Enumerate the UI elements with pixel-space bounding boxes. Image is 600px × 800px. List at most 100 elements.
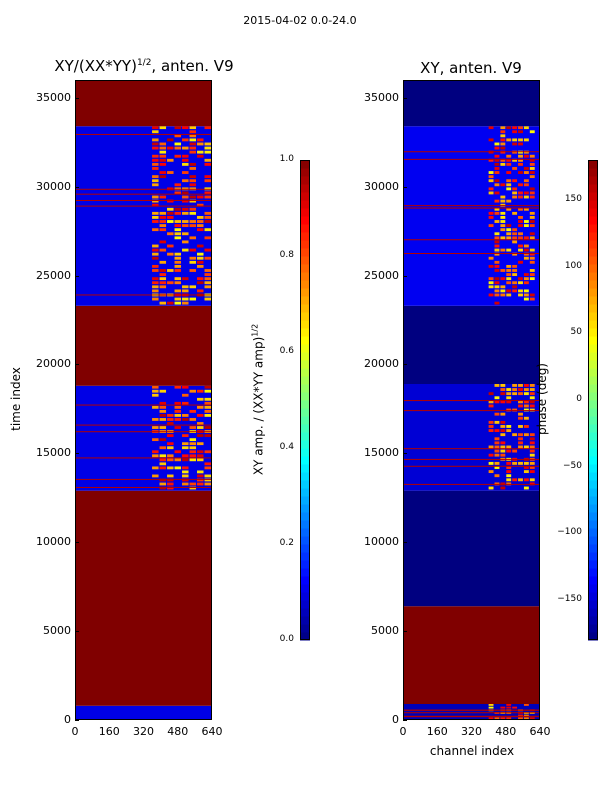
heatmap-cell [506, 408, 512, 412]
heatmap-cell [500, 445, 506, 449]
heatmap-cell [174, 134, 182, 138]
heatmap-cell [189, 126, 197, 130]
heatmap-cell [500, 228, 506, 232]
heatmap-cell [182, 146, 189, 150]
heatmap-cell [174, 450, 182, 454]
heatmap-cell [197, 434, 204, 438]
heatmap-cell [529, 437, 535, 441]
heatmap-cell [204, 195, 211, 199]
heatmap-cell [152, 228, 159, 232]
heatmap-cell [152, 162, 159, 166]
heatmap-cell [159, 216, 167, 219]
heatmap-cell [182, 285, 189, 289]
y-tick-label: 15000 [364, 446, 399, 460]
colorbar-segment [588, 208, 598, 217]
heatmap-cell [529, 482, 535, 486]
heatmap-cell [204, 248, 211, 252]
heatmap-cell [523, 470, 529, 474]
heatmap-cell [529, 404, 535, 408]
heatmap-cell [152, 389, 159, 393]
heatmap-cell [174, 260, 182, 264]
heatmap-cell [523, 220, 529, 223]
heatmap-cell [182, 418, 189, 421]
colorbar-segment [300, 592, 310, 601]
heatmap-cell [500, 138, 506, 142]
heatmap-cell [174, 252, 182, 256]
heatmap-cell [512, 706, 518, 709]
heatmap-cell [167, 171, 174, 174]
heatmap-cell [494, 289, 500, 293]
heatmap-line [403, 465, 540, 467]
heatmap-cell [189, 269, 197, 272]
heatmap-cell [197, 422, 204, 425]
colorbar-segment [300, 240, 310, 249]
heatmap-cell [159, 126, 167, 130]
heatmap-cell [500, 220, 506, 223]
heatmap-cell [174, 405, 182, 409]
x-tick-label: 640 [529, 725, 551, 738]
heatmap-cell [529, 470, 535, 474]
heatmap-cell [182, 385, 189, 389]
colorbar-segment [300, 272, 310, 281]
heatmap-cell [518, 412, 523, 416]
colorbar-tick-label: −150 [557, 594, 582, 604]
heatmap-cell [159, 462, 167, 466]
left-cbar-label-main: XY amp. / (XX*YY amp) [251, 336, 266, 476]
heatmap-cell [518, 293, 523, 297]
y-tick-label: 10000 [36, 535, 71, 549]
heatmap-cell [512, 269, 518, 272]
heatmap-line [75, 199, 212, 201]
x-tick-label: 0 [399, 725, 407, 738]
heatmap-cell [159, 220, 167, 223]
heatmap-cell [189, 285, 197, 289]
colorbar-segment [300, 360, 310, 369]
heatmap-cell [500, 388, 506, 391]
colorbar-segment [300, 560, 310, 569]
heatmap-cell [159, 414, 167, 417]
heatmap-cell [167, 220, 174, 223]
colorbar-segment [588, 512, 598, 521]
colorbar-segment [300, 568, 310, 577]
heatmap-cell [518, 437, 523, 441]
y-tick-label: 0 [392, 713, 399, 726]
heatmap-cell [494, 191, 500, 195]
heatmap-cell [152, 211, 159, 215]
colorbar-segment [588, 376, 598, 385]
heatmap-cell [506, 183, 512, 187]
colorbar-segment [300, 512, 310, 521]
colorbar-segment [300, 584, 310, 593]
heatmap-cell [197, 154, 204, 158]
heatmap-cell [494, 248, 500, 252]
colorbar-segment [300, 480, 310, 489]
heatmap-cell [518, 207, 523, 211]
y-tick-mark [403, 453, 407, 455]
heatmap-cell [523, 154, 529, 158]
heatmap-cell [167, 207, 174, 211]
heatmap-cell [152, 220, 159, 223]
heatmap-cell [523, 714, 529, 717]
colorbar-tick-label: 50 [570, 327, 582, 338]
heatmap-cell [506, 461, 512, 465]
heatmap-cell [197, 220, 204, 223]
y-tick-label: 5000 [43, 624, 71, 638]
heatmap-cell [167, 158, 174, 162]
heatmap-cell [500, 285, 506, 289]
heatmap-cell [159, 482, 167, 486]
heatmap-cell [529, 445, 535, 449]
heatmap-line [403, 712, 540, 714]
heatmap-band [403, 490, 540, 607]
heatmap-cell [167, 482, 174, 486]
heatmap-cell [529, 396, 535, 400]
heatmap-cell [512, 138, 518, 142]
heatmap-cell [500, 400, 506, 404]
heatmap-cell [189, 146, 197, 150]
heatmap-cell [167, 486, 174, 490]
heatmap-cell [500, 293, 506, 297]
heatmap-cell [167, 478, 174, 482]
colorbar-segment [588, 608, 598, 617]
heatmap-line [403, 207, 540, 209]
colorbar-tick-label: 0.6 [279, 346, 294, 356]
colorbar-segment [588, 544, 598, 553]
colorbar-tick-label: 100 [564, 260, 582, 271]
heatmap-cell [494, 466, 500, 469]
